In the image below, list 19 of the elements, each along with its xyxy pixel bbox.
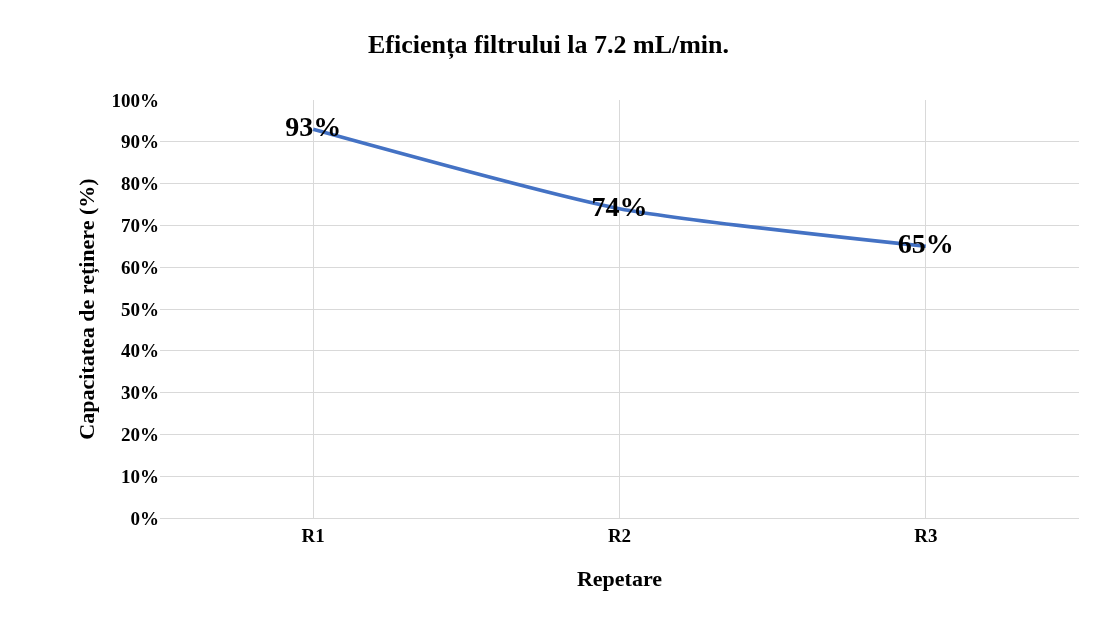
y-tick-label: 10% — [121, 465, 159, 487]
data-label: 93% — [285, 111, 342, 143]
y-axis-title: Capacitatea de reținere (%) — [74, 178, 101, 440]
y-tick-label: 60% — [121, 256, 159, 278]
y-tick-label: 70% — [121, 215, 159, 237]
x-tick-label: R2 — [607, 524, 632, 546]
y-tick-label: 0% — [130, 507, 159, 529]
chart-title: Eficiența filtrului la 7.2 mL/min. — [367, 29, 730, 60]
data-label: 65% — [897, 228, 954, 260]
y-tick-label: 80% — [121, 173, 159, 195]
x-axis-title: Repetare — [576, 565, 663, 591]
y-tick-label: 50% — [121, 298, 159, 320]
x-tick-label: R3 — [914, 524, 938, 546]
y-tick-label: 30% — [121, 382, 159, 404]
y-tick-label: 100% — [111, 89, 159, 111]
y-tick-label: 90% — [121, 131, 159, 153]
x-tick-label: R1 — [301, 524, 325, 546]
y-tick-label: 40% — [121, 340, 159, 362]
y-tick-label: 20% — [121, 424, 159, 446]
